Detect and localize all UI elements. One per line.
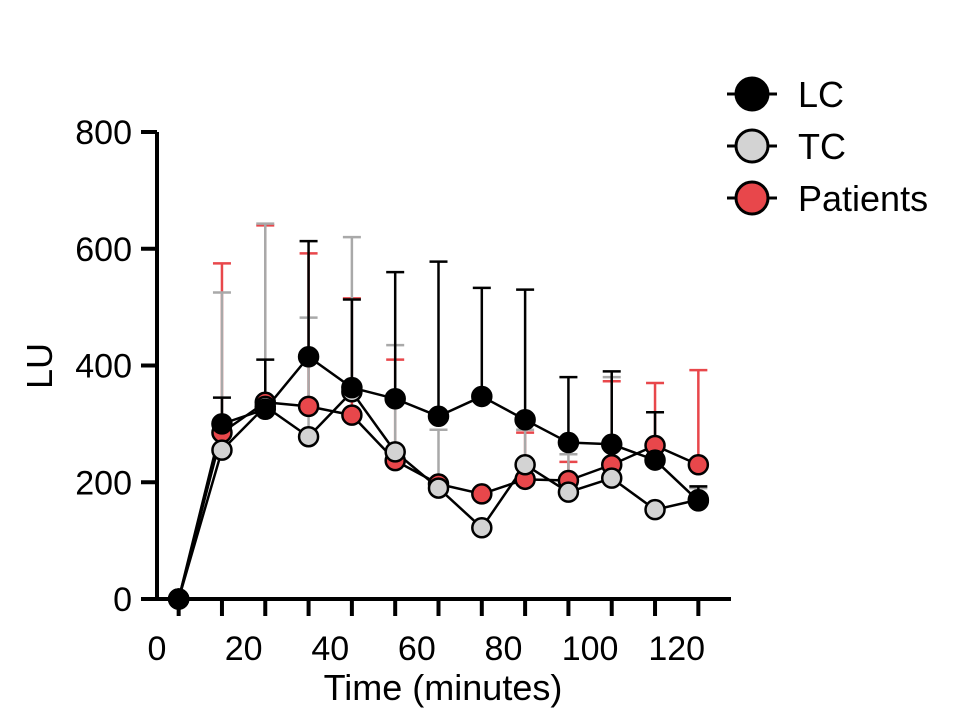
y-tick-label: 0 <box>113 581 132 619</box>
tc-data-point <box>471 517 493 539</box>
y-tick-label: 400 <box>75 348 132 386</box>
legend-marker <box>734 76 770 112</box>
tc-data-point <box>384 441 406 463</box>
legend-item-lc: LC <box>727 74 844 115</box>
axes <box>155 132 731 601</box>
y-ticks: 0 200 400 600 800 <box>75 114 157 619</box>
patients-data-point <box>297 395 320 418</box>
x-tick-label: 80 <box>485 630 523 668</box>
x-tick-label: 40 <box>311 630 349 668</box>
lc-data-point <box>341 376 363 399</box>
tc-data-point <box>427 477 450 499</box>
lc-data-point <box>254 398 277 421</box>
x-tick-label: 60 <box>398 630 436 668</box>
lc-data-point <box>211 413 233 435</box>
lc-data-point <box>167 588 190 610</box>
tc-data-point <box>557 481 580 503</box>
legend-marker <box>734 180 770 216</box>
x-tick-label: 0 <box>148 630 167 668</box>
lc-data-point <box>471 385 493 408</box>
patients-data-point <box>341 404 363 426</box>
x-tick-label: 20 <box>225 630 263 668</box>
y-tick-label: 800 <box>75 114 132 152</box>
legend-label: TC <box>798 126 846 167</box>
lc-data-point <box>557 431 580 454</box>
lc-data-point <box>427 405 450 428</box>
x-tick-label: 100 <box>562 630 619 668</box>
x-tick-label: 120 <box>648 630 705 668</box>
tc-data-point <box>211 439 233 461</box>
tc-data-point <box>600 467 623 489</box>
patients-data-point <box>687 453 710 476</box>
x-axis-title: Time (minutes) <box>324 667 563 708</box>
tc-data-point <box>297 425 320 448</box>
legend-marker <box>734 128 770 164</box>
errors-layer <box>212 222 708 501</box>
plot-area <box>167 222 710 610</box>
legend-label: LC <box>798 74 844 115</box>
y-tick-label: 200 <box>75 464 132 502</box>
lc-data-point <box>644 449 666 471</box>
lc-data-point <box>514 409 536 431</box>
lc-data-point <box>600 433 623 456</box>
tc-data-point <box>644 498 666 521</box>
y-axis-title: LU <box>19 343 60 389</box>
legend-item-patients: Patients <box>727 178 928 219</box>
lc-data-point <box>297 345 320 368</box>
legend-label: Patients <box>798 178 928 219</box>
lc-data-point <box>687 490 710 512</box>
legend: LC TC Patients <box>727 74 928 219</box>
y-tick-label: 600 <box>75 231 132 269</box>
x-ticks: 0 20 40 60 80 100 120 <box>148 599 705 668</box>
markers-layer <box>167 345 710 610</box>
tc-data-point <box>514 453 536 476</box>
lc-data-point <box>384 388 406 410</box>
legend-item-tc: TC <box>727 126 846 167</box>
patients-data-point <box>471 483 493 505</box>
